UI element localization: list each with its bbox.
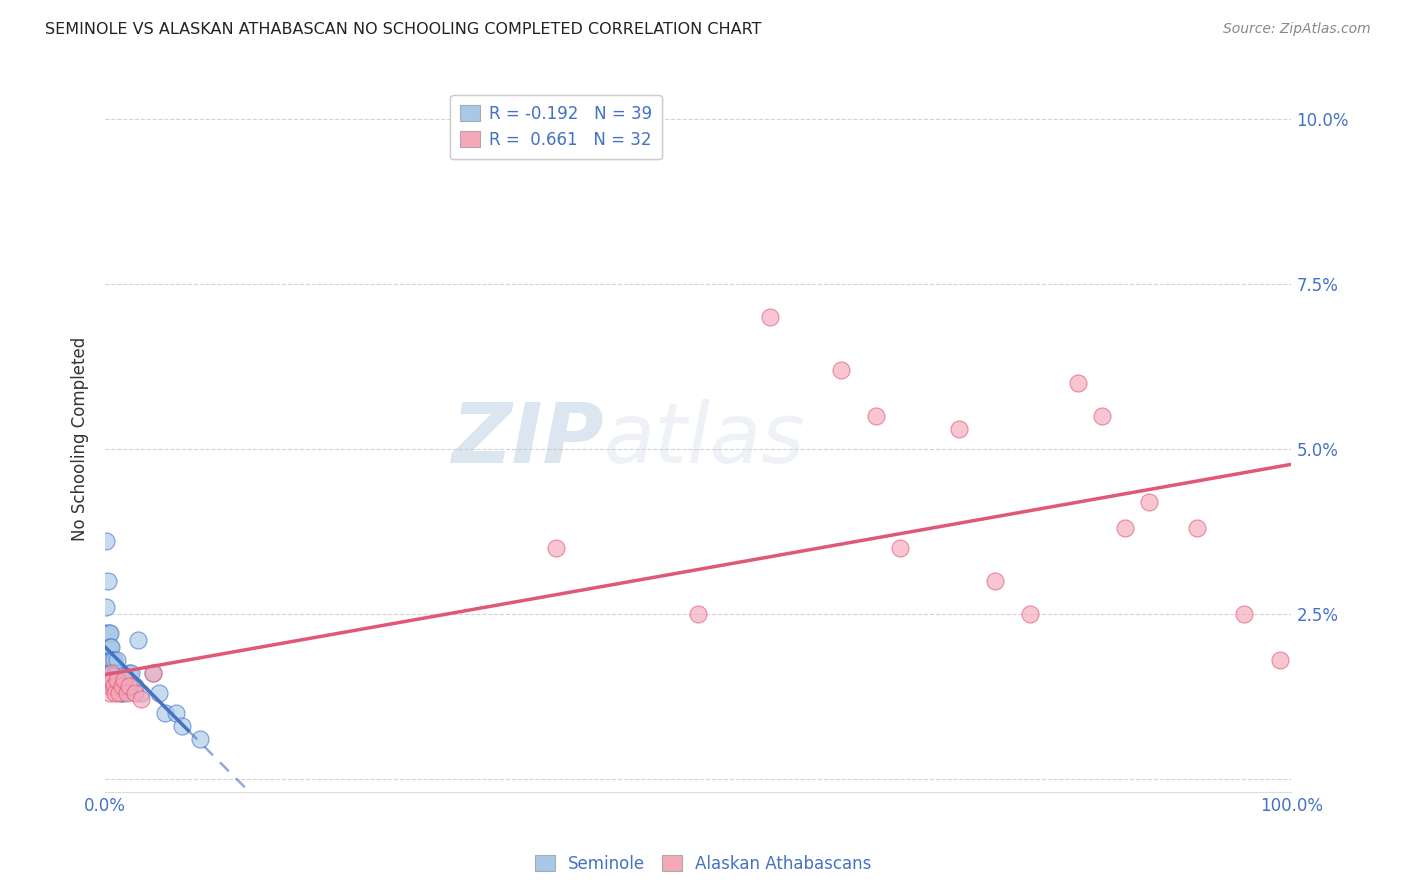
Point	[96, 534, 118, 549]
Point	[98, 653, 121, 667]
Text: atlas: atlas	[603, 399, 806, 480]
Point	[1114, 521, 1136, 535]
Point	[948, 422, 970, 436]
Point	[142, 666, 165, 681]
Point	[108, 673, 131, 687]
Point	[98, 626, 121, 640]
Point	[165, 706, 187, 720]
Point	[129, 692, 152, 706]
Point	[1019, 607, 1042, 621]
Point	[889, 541, 911, 555]
Point	[127, 633, 149, 648]
Point	[112, 673, 135, 687]
Point	[188, 731, 211, 746]
Point	[97, 626, 120, 640]
Point	[98, 666, 121, 681]
Point	[98, 686, 121, 700]
Point	[97, 574, 120, 588]
Point	[97, 679, 120, 693]
Text: SEMINOLE VS ALASKAN ATHABASCAN NO SCHOOLING COMPLETED CORRELATION CHART: SEMINOLE VS ALASKAN ATHABASCAN NO SCHOOL…	[45, 22, 762, 37]
Y-axis label: No Schooling Completed: No Schooling Completed	[72, 337, 89, 541]
Point	[97, 640, 120, 654]
Point	[101, 653, 124, 667]
Point	[544, 541, 567, 555]
Point	[120, 666, 142, 681]
Point	[830, 363, 852, 377]
Point	[98, 640, 121, 654]
Point	[129, 686, 152, 700]
Point	[104, 686, 127, 700]
Point	[100, 653, 122, 667]
Point	[97, 679, 120, 693]
Point	[1091, 409, 1114, 423]
Point	[103, 653, 125, 667]
Point	[172, 719, 194, 733]
Legend: R = -0.192   N = 39, R =  0.661   N = 32: R = -0.192 N = 39, R = 0.661 N = 32	[450, 95, 662, 159]
Point	[1067, 376, 1090, 390]
Point	[758, 310, 780, 324]
Point	[96, 600, 118, 615]
Point	[1233, 607, 1256, 621]
Point	[118, 679, 141, 693]
Point	[100, 666, 122, 681]
Point	[108, 686, 131, 700]
Point	[1185, 521, 1208, 535]
Text: Source: ZipAtlas.com: Source: ZipAtlas.com	[1223, 22, 1371, 37]
Point	[153, 706, 176, 720]
Point	[100, 640, 122, 654]
Legend: Seminole, Alaskan Athabascans: Seminole, Alaskan Athabascans	[527, 848, 879, 880]
Point	[105, 673, 128, 687]
Point	[103, 679, 125, 693]
Point	[101, 666, 124, 681]
Point	[101, 673, 124, 687]
Point	[1137, 494, 1160, 508]
Point	[148, 686, 170, 700]
Point	[142, 666, 165, 681]
Point	[103, 673, 125, 687]
Point	[110, 686, 132, 700]
Point	[111, 686, 134, 700]
Point	[104, 679, 127, 693]
Point	[97, 653, 120, 667]
Point	[100, 666, 122, 681]
Point	[115, 686, 138, 700]
Point	[101, 679, 124, 693]
Point	[688, 607, 710, 621]
Point	[97, 673, 120, 687]
Point	[865, 409, 887, 423]
Point	[97, 653, 120, 667]
Point	[104, 666, 127, 681]
Point	[118, 666, 141, 681]
Point	[124, 679, 146, 693]
Point	[96, 626, 118, 640]
Point	[984, 574, 1007, 588]
Point	[105, 653, 128, 667]
Point	[124, 686, 146, 700]
Point	[111, 679, 134, 693]
Point	[105, 666, 128, 681]
Point	[1268, 653, 1291, 667]
Text: ZIP: ZIP	[451, 399, 603, 480]
